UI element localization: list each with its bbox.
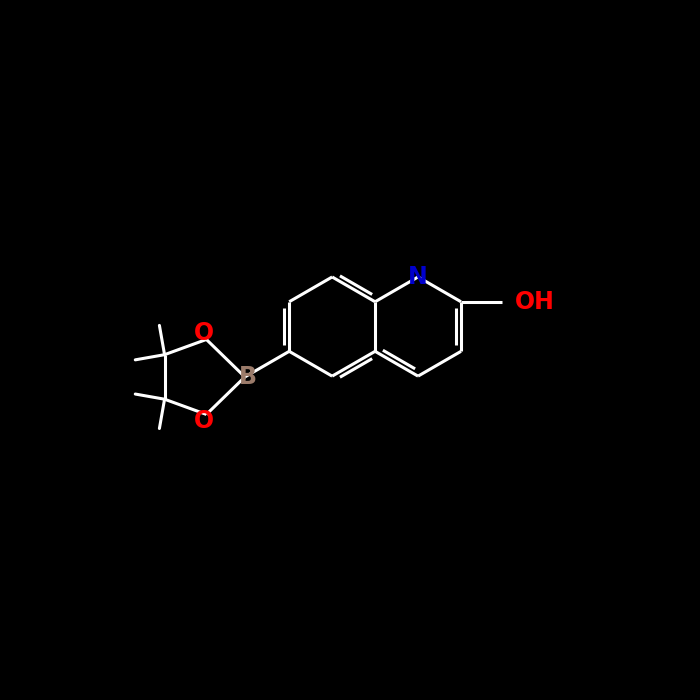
Text: O: O [194, 321, 214, 345]
Text: OH: OH [515, 290, 555, 314]
Text: O: O [194, 409, 214, 433]
Text: N: N [408, 265, 428, 289]
Text: B: B [239, 365, 257, 389]
